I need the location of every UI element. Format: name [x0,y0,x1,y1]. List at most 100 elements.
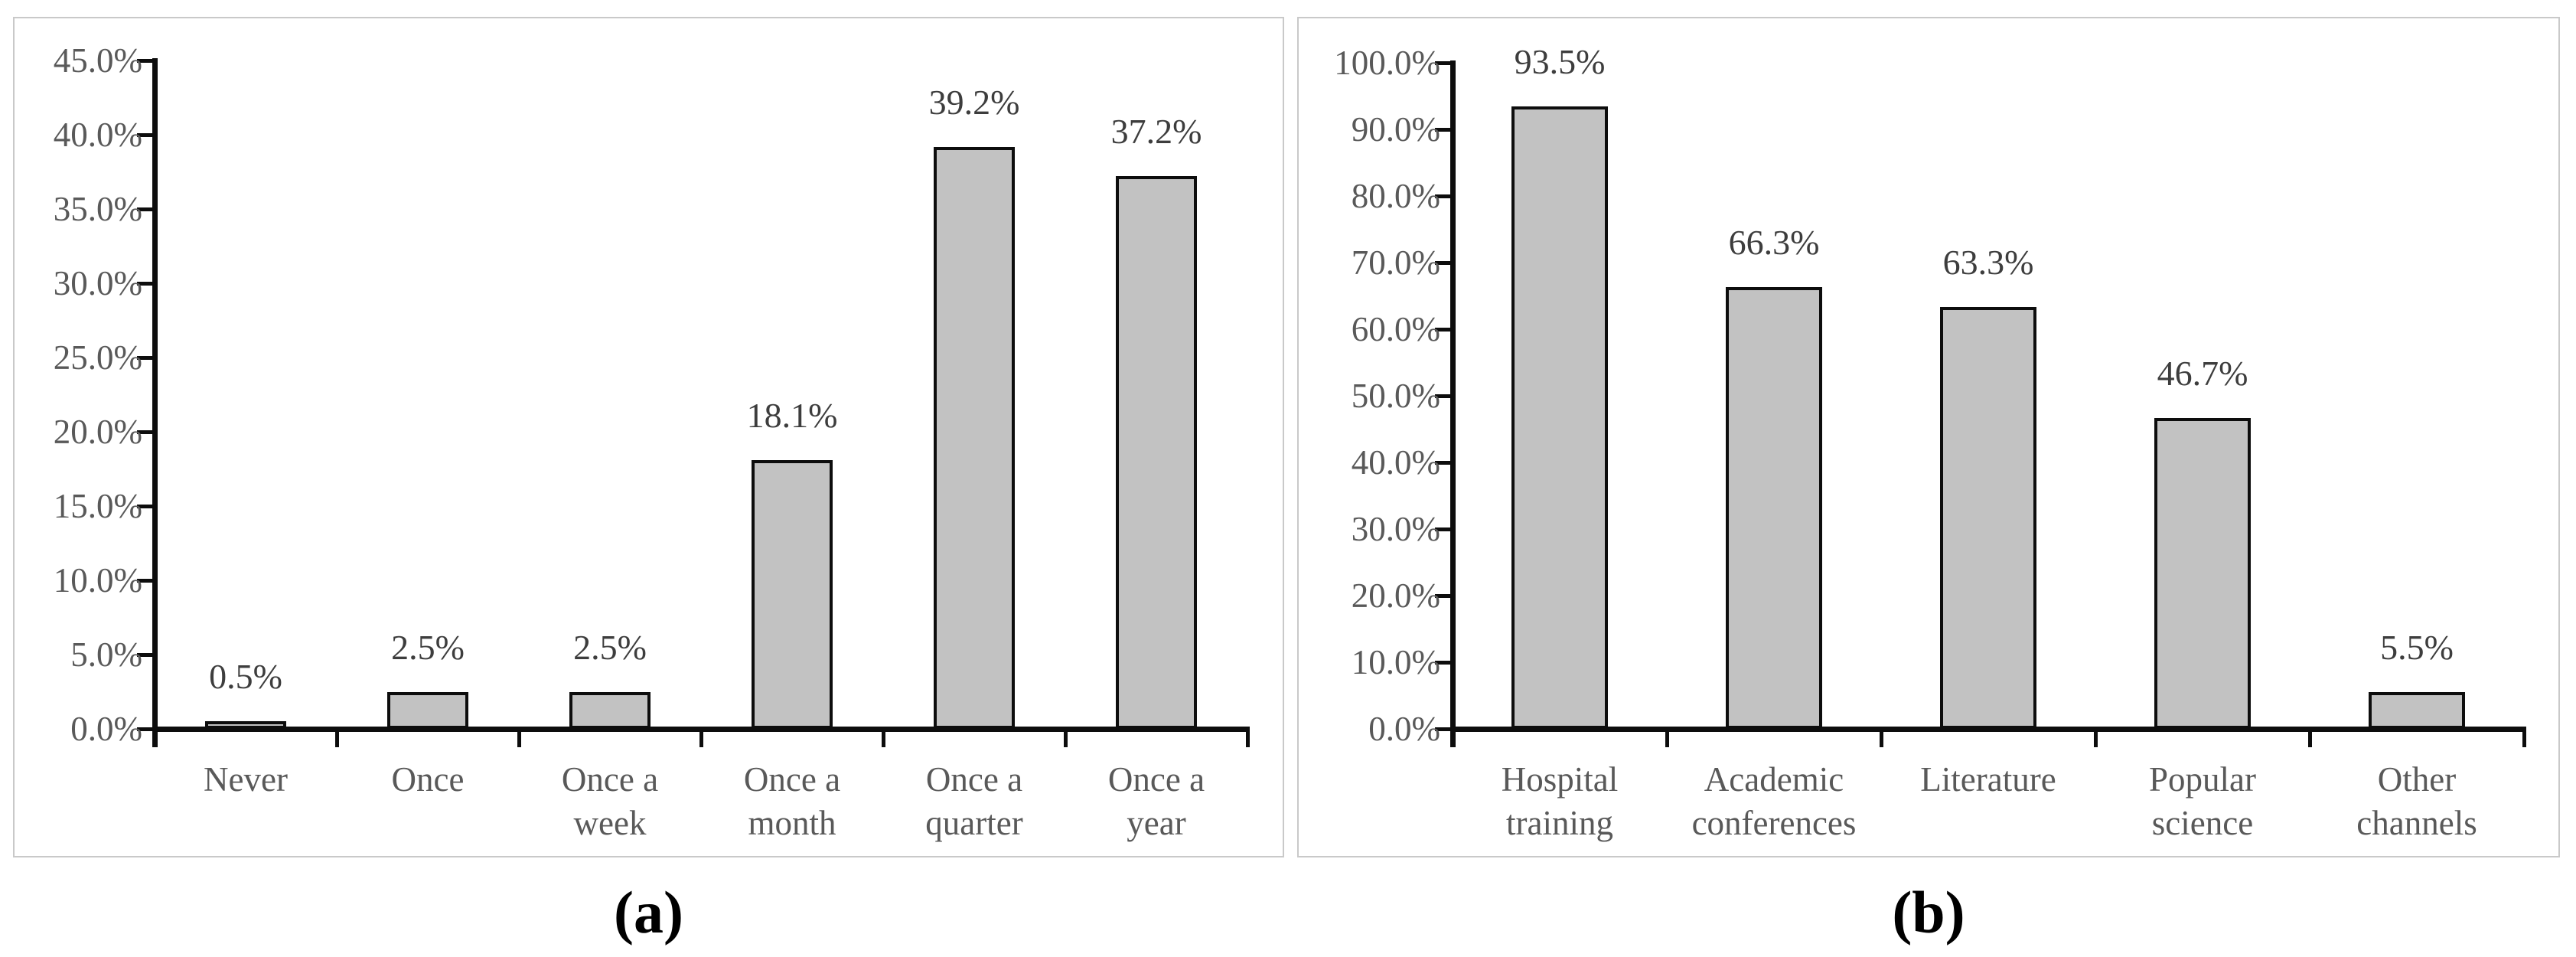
bar [1726,287,1822,729]
x-tick [2308,729,2312,747]
y-tick-label: 35.0% [53,190,142,228]
y-tick-label: 0.0% [70,710,142,748]
caption-a: (a) [614,879,683,946]
bar-data-label: 2.5% [391,627,465,667]
y-tick-label: 45.0% [53,41,142,80]
category-label-line: month [748,804,836,842]
category-label-line: Popular [2149,760,2256,799]
x-axis-line [1450,727,2526,732]
y-tick [1435,527,1450,531]
y-tick-label: 80.0% [1351,177,1440,215]
category-label-line: training [1506,804,1613,842]
category-label: Literature [1866,758,2111,802]
y-tick [137,133,152,137]
y-tick [1435,128,1450,132]
bar [1940,307,2036,729]
y-tick [1435,261,1450,265]
y-tick [137,59,152,63]
category-label-line: Once a [925,760,1023,799]
category-label-line: Once a [561,760,659,799]
panel-b-chart: 0.0% 10.0% 20.0% 30.0% 40.0% 50.0% 60.0% 70.0% 8… [1297,17,2560,857]
y-tick-label: 70.0% [1351,243,1440,282]
x-tick [2522,729,2526,747]
y-tick-label: 15.0% [53,487,142,525]
y-tick [137,727,152,731]
category-label-line: week [573,804,647,842]
category-label-line: channels [2356,804,2477,842]
bar-data-label: 18.1% [746,395,838,435]
bar-data-label: 0.5% [209,657,282,697]
caption-b: (b) [1892,879,1965,946]
y-tick [137,505,152,508]
category-label-line: Academic [1704,760,1844,799]
y-tick-label: 90.0% [1351,110,1440,149]
y-tick [1435,727,1450,731]
panel-a-chart: 0.0% 5.0% 10.0% 15.0% 20.0% 25.0% 30.0% 35.0% 40… [13,17,1284,857]
category-label-line: Once a [1107,760,1205,799]
y-tick-label: 100.0% [1334,44,1440,82]
y-tick-label: 30.0% [53,264,142,302]
bar [1511,106,1608,729]
y-tick [1435,661,1450,665]
category-label-line: conferences [1691,804,1857,842]
bar-data-label: 37.2% [1110,112,1202,152]
y-tick [137,282,152,286]
y-tick-label: 5.0% [70,635,142,674]
y-tick-label: 50.0% [1351,377,1440,415]
y-tick-label: 40.0% [53,116,142,154]
bar [2154,417,2251,729]
category-label: Once [321,758,534,802]
bar [934,146,1015,729]
bar-data-label: 66.3% [1728,223,1820,263]
y-tick [1435,61,1450,65]
x-tick [2094,729,2098,747]
category-label: Academic conferences [1652,758,1896,845]
category-label-line: Once [391,760,465,799]
y-tick-label: 40.0% [1351,443,1440,482]
category-label-line: Literature [1920,760,2056,799]
category-label: Once a month [686,758,898,845]
category-label: Once a year [1050,758,1263,845]
y-tick [1435,328,1450,332]
category-label-line: Hospital [1501,760,1619,799]
category-label-line: year [1127,804,1186,842]
category-label-line: Once a [743,760,841,799]
y-tick [137,207,152,211]
y-tick [1435,394,1450,398]
y-tick [137,430,152,434]
bar-data-label: 93.5% [1514,41,1606,81]
category-label: Never [139,758,352,802]
x-tick [699,729,703,747]
x-tick [882,729,885,747]
category-label: Hospital training [1437,758,1682,845]
bar-data-label: 2.5% [573,627,647,667]
x-tick [1246,729,1250,747]
y-tick-label: 20.0% [1351,576,1440,615]
bar [2369,692,2465,729]
bar [1116,176,1197,729]
y-tick [137,579,152,583]
y-tick-label: 10.0% [1351,643,1440,681]
x-tick [1064,729,1068,747]
bar [569,691,651,729]
x-tick [517,729,521,747]
y-tick-label: 20.0% [53,413,142,451]
y-tick-label: 25.0% [53,338,142,377]
category-label: Popular science [2080,758,2325,845]
y-tick-label: 30.0% [1351,510,1440,548]
y-tick [1435,194,1450,198]
bar-data-label: 63.3% [1942,243,2034,283]
bar [387,691,468,729]
category-label-line: Never [204,760,288,799]
x-tick [335,729,339,747]
y-tick-label: 10.0% [53,561,142,599]
bar-data-label: 46.7% [2157,353,2248,393]
category-label-line: science [2151,804,2254,842]
y-tick [1435,461,1450,465]
bar [205,721,286,729]
y-tick [1435,594,1450,598]
y-tick [137,653,152,657]
y-tick-label: 60.0% [1351,310,1440,348]
y-axis-line [152,58,158,747]
